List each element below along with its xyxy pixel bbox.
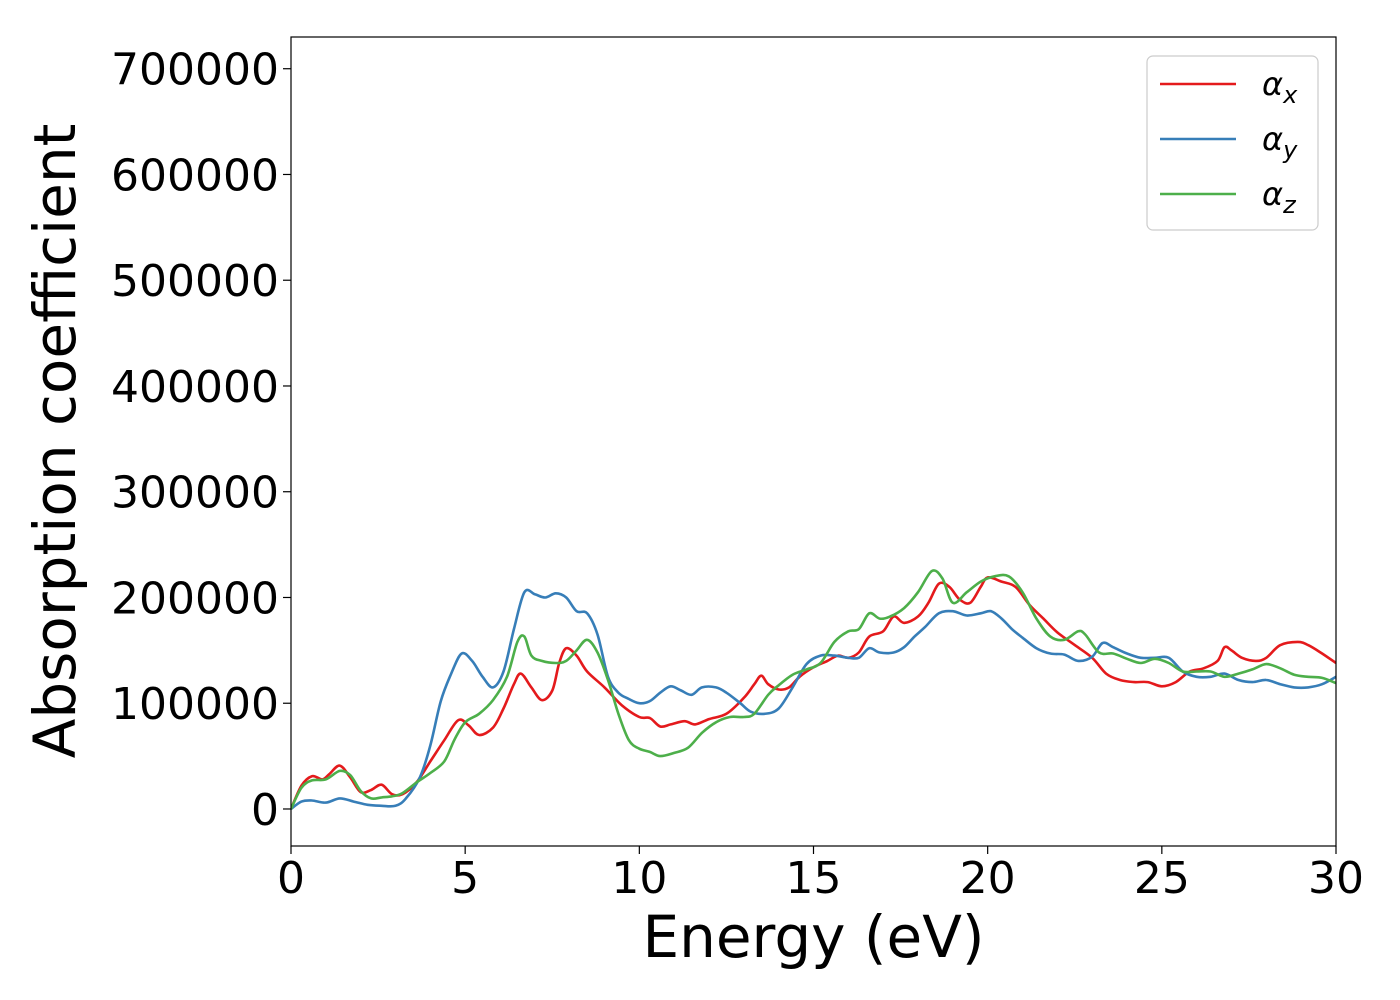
- y-axis-title: Absorption coefficient: [21, 124, 89, 759]
- y-tick-label: 0: [251, 785, 279, 836]
- series-line-y: [291, 588, 1336, 811]
- y-tick-label: 300000: [111, 468, 279, 519]
- x-axis: 0 5 10 15 20 25 30: [277, 846, 1364, 904]
- legend-label-y: αy: [1262, 120, 1298, 164]
- legend-subscript: y: [1282, 136, 1298, 164]
- y-axis: 0 100000 200000 300000 400000 500000 600000 700…: [111, 45, 291, 836]
- legend-subscript: z: [1282, 191, 1297, 219]
- y-tick-label: 100000: [111, 679, 279, 730]
- series-line-x: [291, 575, 1336, 810]
- x-tick-label: 15: [786, 853, 842, 904]
- series-line-z: [291, 569, 1336, 810]
- y-tick-label: 700000: [111, 45, 279, 96]
- y-tick-label: 200000: [111, 573, 279, 624]
- x-tick-label: 30: [1308, 853, 1364, 904]
- legend-subscript: x: [1282, 81, 1298, 109]
- y-tick-label: 500000: [111, 256, 279, 307]
- x-tick-label: 20: [960, 853, 1016, 904]
- x-tick-label: 10: [611, 853, 667, 904]
- legend-frame: [1146, 55, 1319, 231]
- x-tick-label: 25: [1134, 853, 1190, 904]
- y-tick-label: 600000: [111, 150, 279, 201]
- x-axis-title: Energy (eV): [642, 903, 984, 971]
- y-tick-label: 400000: [111, 362, 279, 413]
- x-tick-label: 0: [277, 853, 305, 904]
- legend-label-x: αx: [1262, 65, 1298, 109]
- x-tick-label: 5: [451, 853, 479, 904]
- plot-lines: [291, 569, 1336, 811]
